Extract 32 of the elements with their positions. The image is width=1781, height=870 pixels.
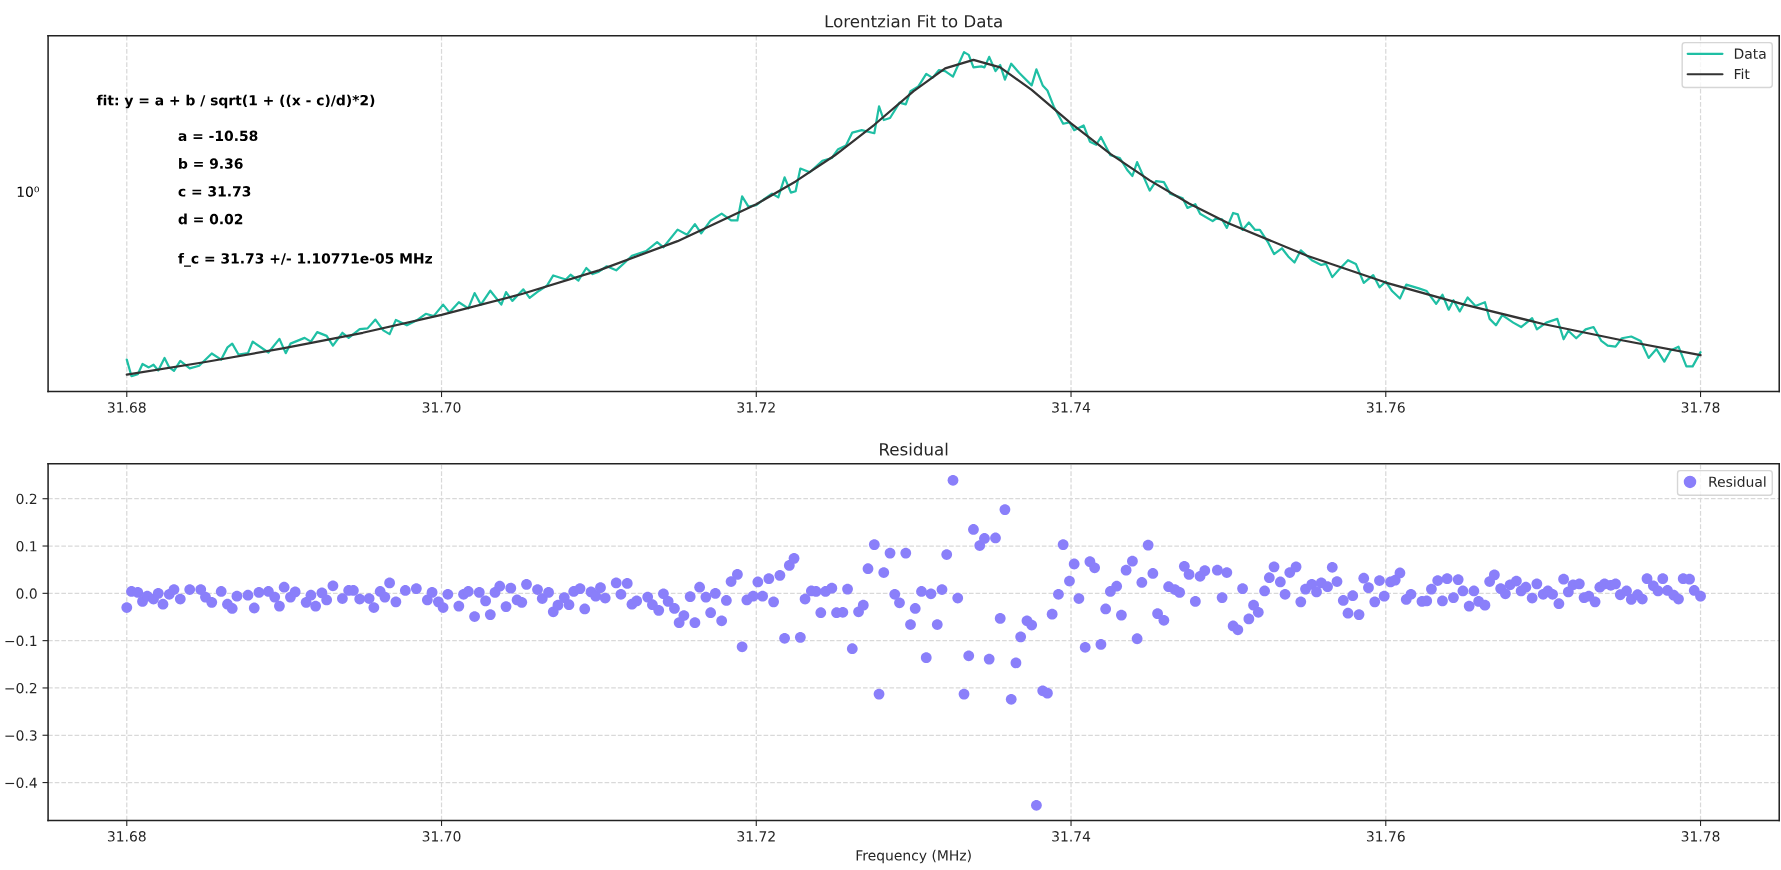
annotation: fit: y = a + b / sqrt(1 + ((x - c)/d)*2) [96,94,375,109]
chart-title: Residual [880,442,948,456]
x-tick-label: 31.76 [1366,831,1405,842]
y-tick-label: −0.1 [5,635,37,647]
annotation: b = 9.36 [179,158,243,169]
x-tick-label: 31.70 [422,831,461,842]
y-tick-label: 0.1 [16,540,37,552]
legend-label: Fit [1734,68,1750,80]
x-tick-label: 31.70 [422,402,461,413]
x-axis-title: Frequency (MHz) [856,849,971,864]
x-tick-label: 31.76 [1366,402,1405,413]
annotation: a = -10.58 [178,130,258,142]
y-tick-label: 0.0 [16,588,37,599]
annotation: f_c = 31.73 +/- 1.10771e-05 MHz [178,252,432,267]
x-tick-label: 31.68 [107,402,146,413]
y-tick-label: −0.4 [5,777,37,789]
annotation: c = 31.73 [178,186,251,197]
legend-label: Residual [1709,476,1766,487]
annotation: d = 0.02 [178,213,243,225]
x-tick-label: 31.72 [737,402,775,413]
y-tick-label: −0.2 [5,682,37,694]
y-tick-label: 0.2 [16,493,37,505]
x-tick-label: 31.72 [737,831,775,842]
y-tick-label: −0.3 [5,730,37,741]
x-tick-label: 31.74 [1052,402,1091,413]
x-tick-label: 31.78 [1681,831,1720,842]
x-tick-label: 31.68 [107,831,146,842]
text: 10⁰ [17,186,39,197]
x-tick-label: 31.78 [1681,402,1720,413]
x-tick-label: 31.74 [1052,831,1091,842]
chart-title: Lorentzian Fit to Data [825,14,1002,28]
legend-label: Data [1734,48,1766,59]
